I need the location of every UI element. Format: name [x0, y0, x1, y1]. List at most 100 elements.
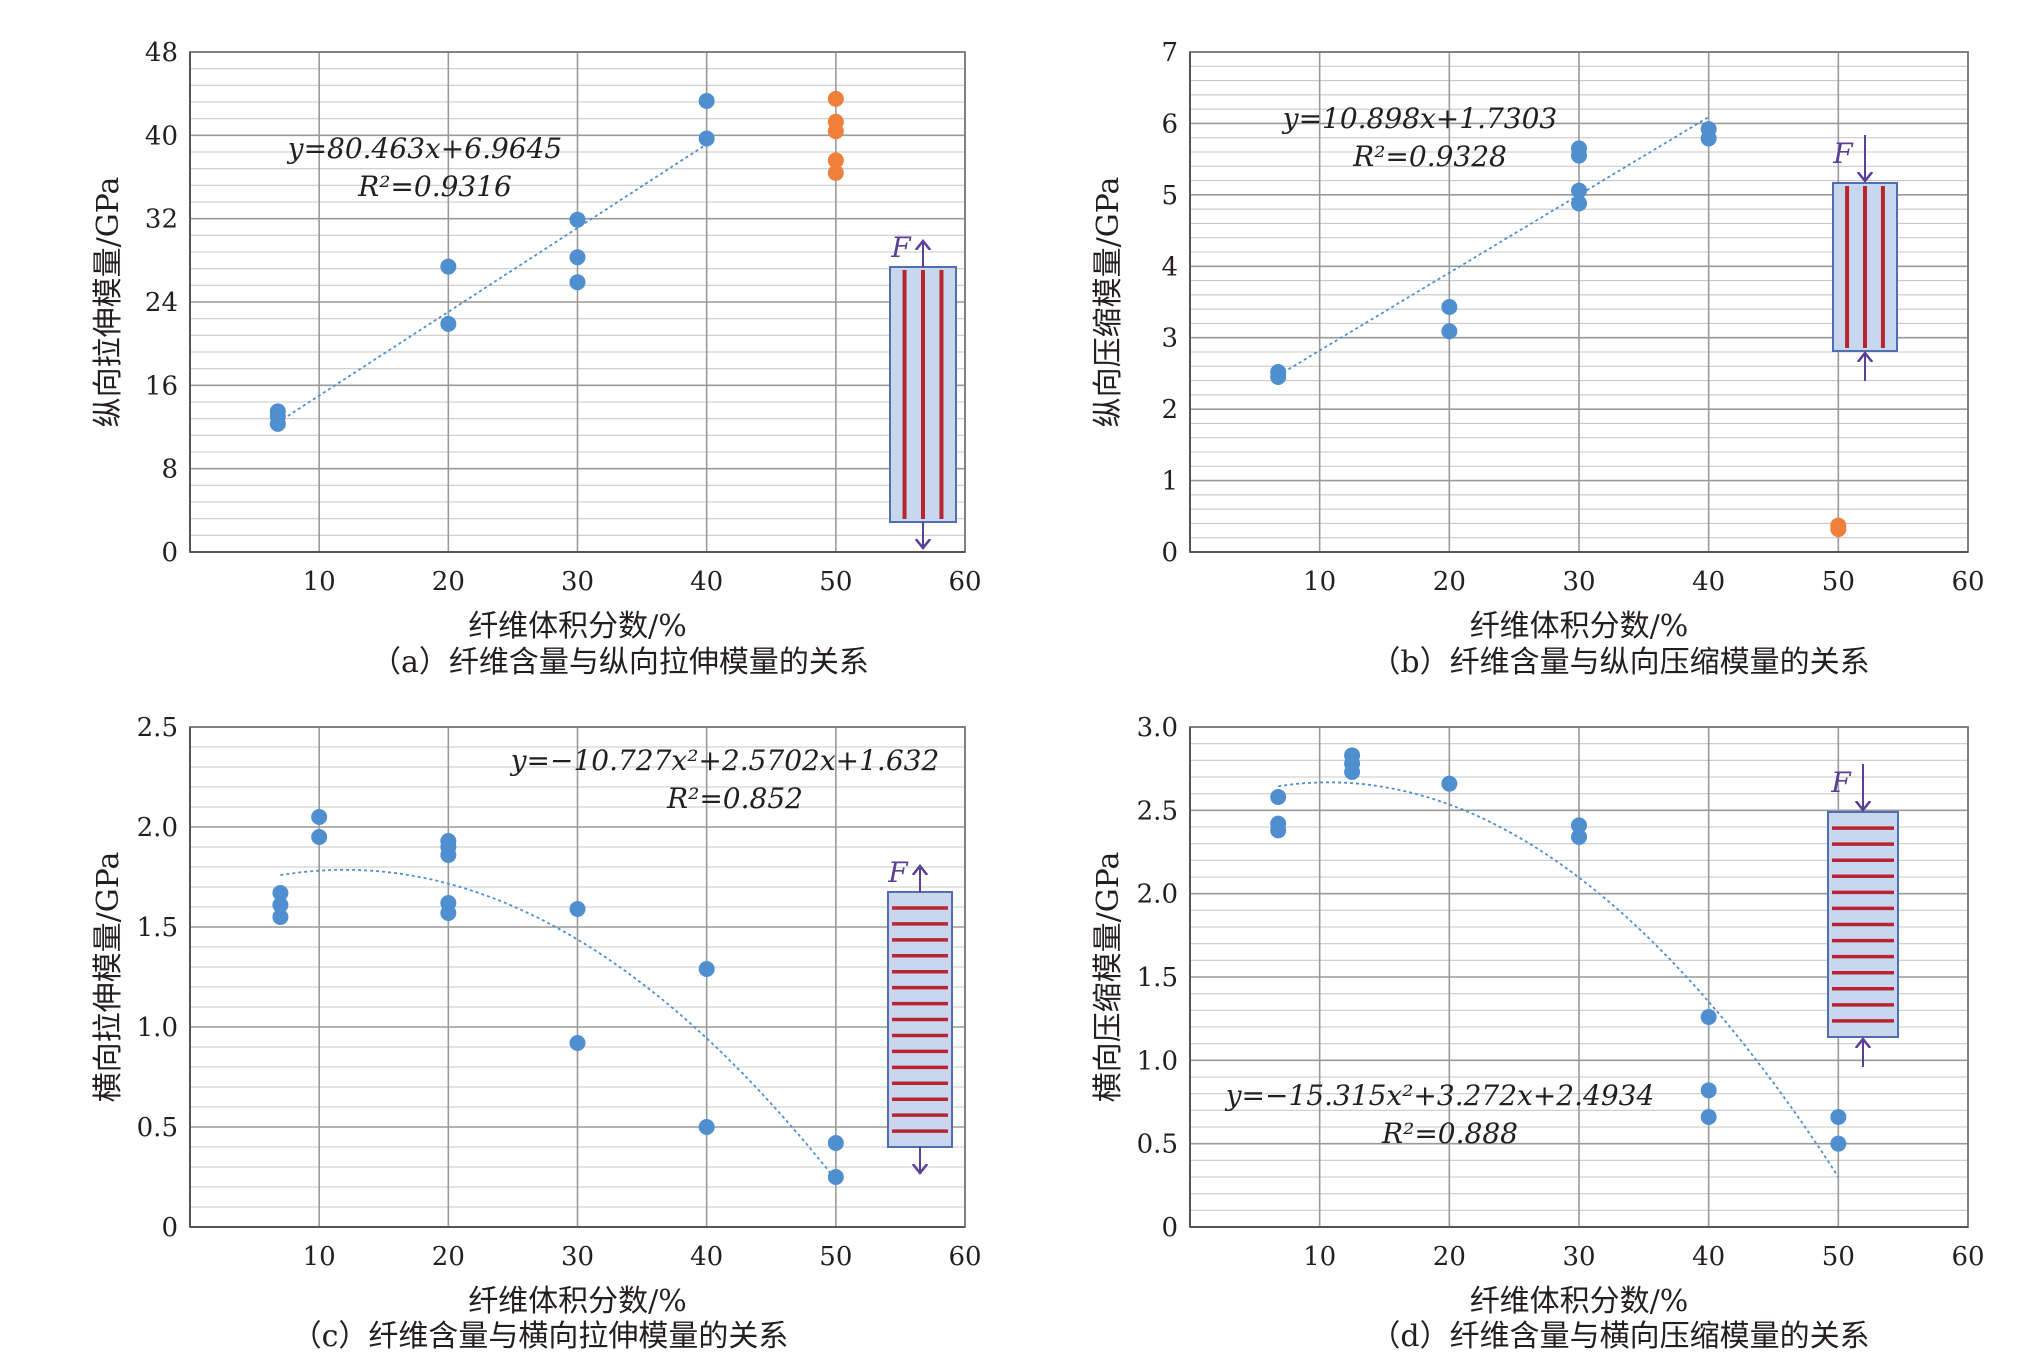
panel-caption: （a）纤维含量与纵向拉伸模量的关系 [371, 645, 869, 680]
x-axis-title: 纤维体积分数/% [468, 609, 687, 644]
y-tick-label: 2 [1161, 395, 1178, 425]
x-tick-label: 10 [303, 567, 336, 597]
x-tick-label: 40 [690, 567, 723, 597]
y-tick-label: 1.0 [1137, 1046, 1178, 1076]
y-tick-label: 1 [1161, 467, 1178, 497]
data-point [311, 809, 328, 825]
data-point [1571, 817, 1587, 834]
y-tick-label: 32 [145, 205, 178, 235]
y-axis-title: 纵向压缩模量/GPa [1091, 176, 1126, 427]
data-point [1441, 323, 1458, 340]
data-point [698, 961, 715, 977]
x-tick-label: 40 [1692, 567, 1725, 597]
y-tick-label: 5 [1161, 181, 1178, 211]
data-point [440, 315, 457, 332]
y-tick-label: 2.5 [1137, 796, 1178, 826]
x-tick-label: 10 [1303, 1242, 1336, 1272]
x-tick-label: 30 [561, 1242, 594, 1272]
x-tick-label: 20 [432, 567, 465, 597]
data-point [569, 249, 586, 266]
data-point [440, 895, 457, 911]
r-squared: R²=0.852 [666, 782, 803, 815]
y-tick-label: 0 [161, 538, 178, 568]
y-tick-label: 2.5 [137, 713, 178, 743]
specimen-schematic: F [887, 856, 953, 1173]
x-tick-label: 40 [1692, 1242, 1725, 1272]
x-tick-label: 10 [1303, 567, 1336, 597]
data-point [1441, 299, 1458, 315]
data-point [1270, 815, 1287, 832]
data-point [272, 909, 289, 925]
y-tick-label: 1.5 [137, 913, 178, 943]
data-point [1270, 789, 1287, 805]
data-point-orange [1830, 517, 1847, 534]
y-tick-label: 8 [161, 455, 178, 485]
data-point [272, 897, 289, 913]
y-tick-label: 4 [1161, 252, 1178, 282]
data-point [1700, 1082, 1717, 1099]
data-point [569, 901, 586, 917]
x-tick-label: 30 [561, 567, 594, 597]
panel-b: 0 1 2 3 4 5 6 7 10 20 30 40 50 60 纤维体积分数/% 纵向压缩模量/GPa （b… [1091, 38, 1985, 680]
y-tick-label: 1.0 [137, 1013, 178, 1043]
trendline [280, 868, 837, 1181]
force-label: F [890, 231, 912, 264]
data-point-orange [827, 90, 844, 107]
data-point [698, 92, 715, 109]
regression-equation: y=80.463x+6.9645 [286, 132, 562, 165]
y-tick-label: 40 [145, 121, 178, 151]
data-point [1830, 1109, 1847, 1125]
regression-equation: y=−15.315x²+3.272x+2.4934 [1224, 1079, 1655, 1112]
data-point [440, 258, 457, 275]
x-tick-label: 20 [1433, 1242, 1466, 1272]
data-point [569, 274, 586, 291]
panel-a: 0 8 16 24 32 40 48 10 20 30 40 50 60 纤维体积分数/% 纵向拉伸模量/G… [91, 38, 982, 680]
x-tick-label: 60 [948, 567, 981, 597]
y-tick-label: 0.5 [137, 1113, 178, 1143]
data-point [1270, 364, 1287, 380]
data-point [269, 403, 286, 420]
data-point [1344, 747, 1361, 764]
x-tick-label: 20 [1433, 567, 1466, 597]
panel-c: 0 0.5 1.0 1.5 2.0 2.5 10 20 30 40 50 60 纤维体积分数/% 横向拉伸… [91, 713, 982, 1354]
specimen-schematic: F [1832, 135, 1898, 381]
data-point [1700, 1009, 1717, 1025]
y-tick-label: 48 [145, 38, 178, 68]
r-squared: R²=0.9316 [357, 170, 512, 203]
data-point [1571, 140, 1587, 157]
data-point [698, 1119, 715, 1135]
y-tick-label: 0.5 [1137, 1130, 1178, 1160]
data-point [569, 1035, 586, 1051]
x-tick-label: 40 [690, 1242, 723, 1272]
y-tick-label: 2.0 [137, 813, 178, 843]
force-label: F [1832, 137, 1854, 170]
data-point [440, 833, 457, 849]
r-squared: R²=0.888 [1381, 1117, 1518, 1150]
x-tick-label: 50 [819, 567, 852, 597]
y-tick-label: 2.0 [1137, 880, 1178, 910]
panel-caption: （d）纤维含量与横向压缩模量的关系 [1370, 1319, 1869, 1354]
regression-equation: y=10.898x+1.7303 [1281, 102, 1557, 135]
x-tick-label: 10 [303, 1242, 336, 1272]
x-tick-label: 20 [432, 1242, 465, 1272]
x-tick-label: 50 [819, 1242, 852, 1272]
x-tick-label: 50 [1822, 1242, 1855, 1272]
specimen-schematic: F [1827, 764, 1899, 1067]
x-tick-label: 60 [948, 1242, 981, 1272]
data-point [1571, 182, 1587, 199]
data-point [311, 829, 328, 845]
panel-caption: （c）纤维含量与横向拉伸模量的关系 [292, 1319, 789, 1354]
y-axis-title: 横向压缩模量/GPa [1091, 851, 1126, 1102]
x-tick-label: 50 [1822, 567, 1855, 597]
x-axis-title: 纤维体积分数/% [1470, 609, 1689, 644]
data-point [698, 130, 715, 147]
x-axis-title: 纤维体积分数/% [468, 1284, 687, 1319]
y-tick-label: 0 [1161, 1213, 1178, 1243]
regression-equation: y=−10.727x²+2.5702x+1.632 [509, 744, 940, 777]
data-point [1700, 1109, 1717, 1125]
panel-d: 0 0.5 1.0 1.5 2.0 2.5 3.0 10 20 30 40 50 60 纤维体积分数/% 横… [1091, 713, 1985, 1354]
y-tick-label: 24 [145, 288, 178, 318]
x-tick-label: 60 [1951, 567, 1984, 597]
data-point [569, 211, 586, 228]
x-tick-label: 30 [1562, 1242, 1595, 1272]
